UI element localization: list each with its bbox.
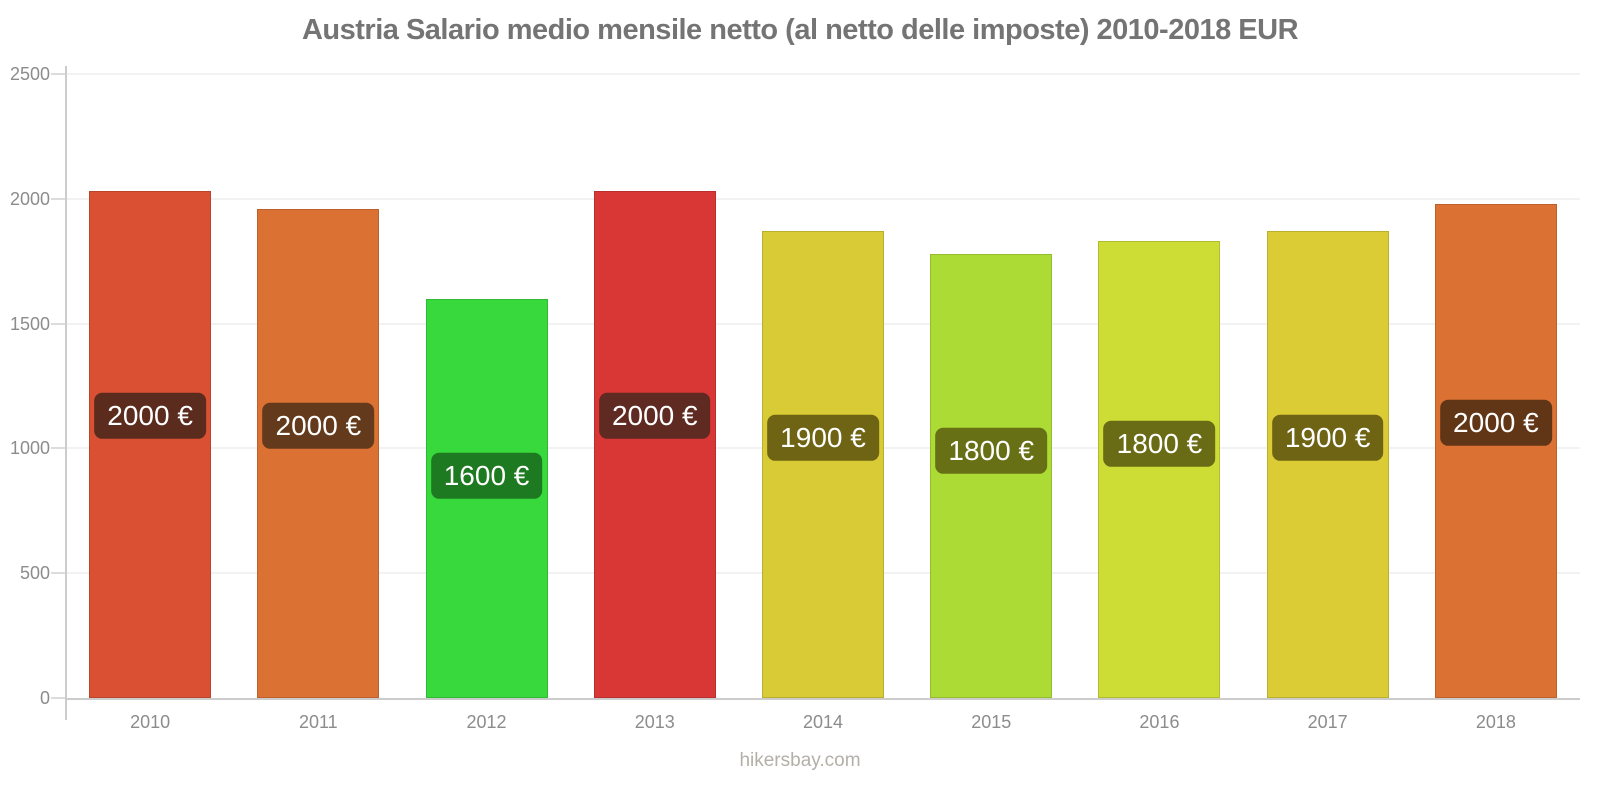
bar-value-badge: 2000 € <box>94 392 206 439</box>
bar-value-badge: 2000 € <box>598 392 711 439</box>
bar <box>257 208 380 698</box>
footer-watermark: hikersbay.com <box>739 750 861 771</box>
bar <box>593 191 716 698</box>
bar-value-badge: 1800 € <box>935 427 1048 474</box>
bar <box>89 191 212 698</box>
y-axis-label: 1500 <box>9 313 50 334</box>
x-axis-line <box>65 698 1580 700</box>
x-axis-label: 2013 <box>634 712 675 732</box>
bar-value-badge: 1800 € <box>1103 420 1216 467</box>
y-tick <box>51 447 66 450</box>
y-tick <box>51 697 66 699</box>
y-axis-line <box>65 66 67 720</box>
x-axis-label: 2010 <box>130 712 171 732</box>
x-axis-label: 2016 <box>1139 712 1180 732</box>
y-tick <box>51 73 66 75</box>
x-axis-label: 2015 <box>971 712 1012 732</box>
y-axis-label: 500 <box>19 563 50 584</box>
gridline <box>66 73 1580 75</box>
bar-value-badge: 2000 € <box>1440 399 1552 446</box>
y-tick <box>51 197 66 200</box>
bar-value-badge: 2000 € <box>262 402 375 449</box>
chart-title: Austria Salario medio mensile netto (al … <box>301 14 1299 46</box>
x-axis-label: 2018 <box>1475 712 1516 732</box>
y-axis-label: 2000 <box>9 188 50 209</box>
y-axis-label: 2500 <box>9 64 50 84</box>
y-axis-label: 0 <box>39 688 50 708</box>
y-tick <box>51 322 66 325</box>
y-axis-label: 1000 <box>9 438 50 459</box>
x-axis-label: 2017 <box>1307 712 1348 732</box>
gridline <box>66 197 1580 200</box>
bar-value-badge: 1600 € <box>430 452 543 499</box>
bar <box>1098 241 1221 698</box>
bar <box>930 253 1053 698</box>
bar <box>1266 231 1389 698</box>
bar <box>762 231 884 698</box>
x-axis-label: 2011 <box>298 712 338 732</box>
bar-value-badge: 1900 € <box>1271 414 1384 462</box>
bar <box>1434 203 1557 698</box>
y-tick <box>51 572 66 575</box>
bar-value-badge: 1900 € <box>767 414 879 462</box>
x-axis-label: 2012 <box>466 712 507 732</box>
x-axis-label: 2014 <box>802 712 844 732</box>
